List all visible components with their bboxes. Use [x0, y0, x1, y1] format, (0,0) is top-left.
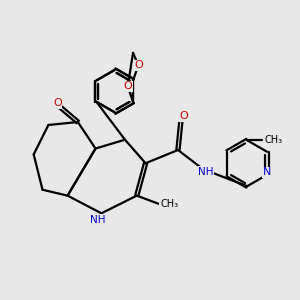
Text: NH: NH — [198, 167, 214, 177]
Text: N: N — [263, 167, 271, 177]
Text: NH: NH — [90, 215, 106, 225]
Text: O: O — [53, 98, 62, 108]
Text: CH₃: CH₃ — [160, 199, 178, 209]
Text: O: O — [123, 81, 132, 92]
Text: CH₃: CH₃ — [264, 135, 282, 145]
Text: O: O — [179, 111, 188, 121]
Text: O: O — [134, 60, 143, 70]
